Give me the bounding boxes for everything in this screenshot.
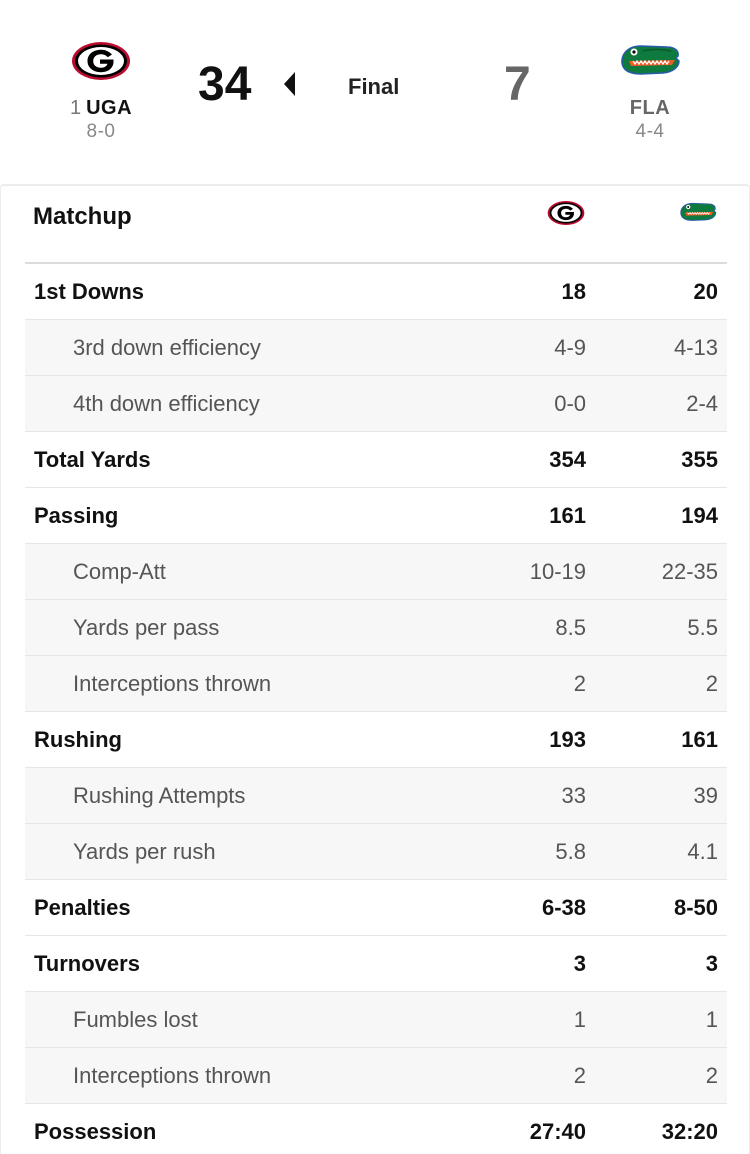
stat-row-fumbles-lost: Fumbles lost 1 1 (25, 992, 727, 1048)
stat-label: Yards per rush (73, 839, 216, 864)
matchup-header: Matchup (1, 186, 750, 262)
stat-row-third-down: 3rd down efficiency 4-9 4-13 (25, 320, 727, 376)
stat-home-value: 193 (549, 727, 586, 752)
stat-away-value: 22-35 (661, 559, 718, 584)
stat-label: Comp-Att (73, 559, 166, 584)
stat-label: Possession (34, 1119, 157, 1144)
stat-away-value: 2-4 (686, 391, 718, 416)
stat-away-value: 355 (681, 447, 718, 472)
game-status: Final (348, 74, 400, 99)
stat-home-value: 161 (549, 503, 586, 528)
stat-home-value: 1 (573, 1007, 586, 1032)
stat-away-value: 8-50 (673, 895, 718, 920)
florida-column-icon (679, 200, 717, 230)
matchup-card: Matchup 1st Downs 18 20 3 (0, 184, 750, 1154)
stat-away-value: 39 (693, 783, 718, 808)
stat-away-value: 194 (681, 503, 718, 528)
stat-away-value: 20 (693, 279, 718, 304)
away-team[interactable]: FLA 4-4 (600, 38, 700, 143)
stat-row-yards-per-pass: Yards per pass 8.5 5.5 (25, 600, 727, 656)
away-team-abbr: FLA (629, 97, 671, 119)
stat-home-value: 10-19 (529, 559, 586, 584)
stat-label: Turnovers (34, 951, 140, 976)
stat-away-value: 1 (705, 1007, 718, 1032)
stat-home-value: 4-9 (554, 335, 586, 360)
stat-away-value: 161 (681, 727, 718, 752)
stat-row-comp-att: Comp-Att 10-19 22-35 (25, 544, 727, 600)
stat-away-value: 2 (705, 1063, 718, 1088)
stat-away-value: 4-13 (673, 335, 718, 360)
stat-home-value: 354 (549, 447, 586, 472)
away-record: 4-4 (635, 121, 665, 142)
stat-home-value: 27:40 (529, 1119, 586, 1144)
stat-row-yards-per-rush: Yards per rush 5.8 4.1 (25, 824, 727, 880)
stat-row-total-yards: Total Yards 354 355 (25, 432, 727, 488)
stat-row-fourth-down: 4th down efficiency 0-0 2-4 (25, 376, 727, 432)
florida-gator-logo-icon (600, 38, 700, 84)
stat-row-rushing: Rushing 193 161 (25, 712, 727, 768)
stat-label: 3rd down efficiency (73, 335, 261, 360)
home-score: 34 (198, 58, 252, 111)
home-team-abbr: UGA (86, 97, 133, 119)
stat-home-value: 6-38 (541, 895, 586, 920)
stat-home-value: 18 (561, 279, 586, 304)
matchup-stats-table: 1st Downs 18 20 3rd down efficiency 4-9 … (25, 262, 727, 1154)
stat-row-possession: Possession 27:40 32:20 (25, 1104, 727, 1154)
stat-row-passing: Passing 161 194 (25, 488, 727, 544)
stat-label: Yards per pass (73, 615, 220, 640)
stat-label: Penalties (34, 895, 131, 920)
stat-label: Rushing (34, 727, 122, 752)
stat-away-value: 4.1 (687, 839, 718, 864)
georgia-column-icon (547, 200, 585, 231)
stat-row-rushing-attempts: Rushing Attempts 33 39 (25, 768, 727, 824)
stat-label: Interceptions thrown (73, 671, 272, 696)
stat-home-value: 5.8 (555, 839, 586, 864)
stat-label: 1st Downs (34, 279, 145, 304)
home-team[interactable]: 1 UGA 8-0 (52, 38, 150, 143)
stat-label: Interceptions thrown (73, 1063, 272, 1088)
stat-home-value: 3 (573, 951, 586, 976)
home-record: 8-0 (86, 121, 116, 142)
stat-home-value: 33 (561, 783, 586, 808)
home-rank: 1 (69, 97, 82, 119)
stat-row-interceptions-turnovers: Interceptions thrown 2 2 (25, 1048, 727, 1104)
stat-away-value: 5.5 (687, 615, 718, 640)
winner-arrow-icon (284, 72, 295, 96)
stat-away-value: 32:20 (661, 1119, 718, 1144)
stat-row-first-downs: 1st Downs 18 20 (25, 264, 727, 320)
stat-label: Rushing Attempts (73, 783, 246, 808)
stat-away-value: 2 (705, 671, 718, 696)
stat-home-value: 0-0 (554, 391, 586, 416)
stat-home-value: 2 (573, 671, 586, 696)
away-score: 7 (504, 58, 531, 111)
stat-home-value: 8.5 (555, 615, 586, 640)
stat-away-value: 3 (705, 951, 718, 976)
stat-label: Total Yards (34, 447, 151, 472)
stat-label: Passing (34, 503, 119, 528)
stat-row-penalties: Penalties 6-38 8-50 (25, 880, 727, 936)
game-header: 1 UGA 8-0 34 Final 7 FLA 4-4 (0, 0, 750, 184)
matchup-title: Matchup (33, 203, 132, 230)
stat-home-value: 2 (573, 1063, 586, 1088)
stat-label: 4th down efficiency (73, 391, 260, 416)
stat-row-interceptions-passing: Interceptions thrown 2 2 (25, 656, 727, 712)
stat-row-turnovers: Turnovers 3 3 (25, 936, 727, 992)
georgia-logo-icon (52, 38, 150, 84)
stat-label: Fumbles lost (73, 1007, 198, 1032)
